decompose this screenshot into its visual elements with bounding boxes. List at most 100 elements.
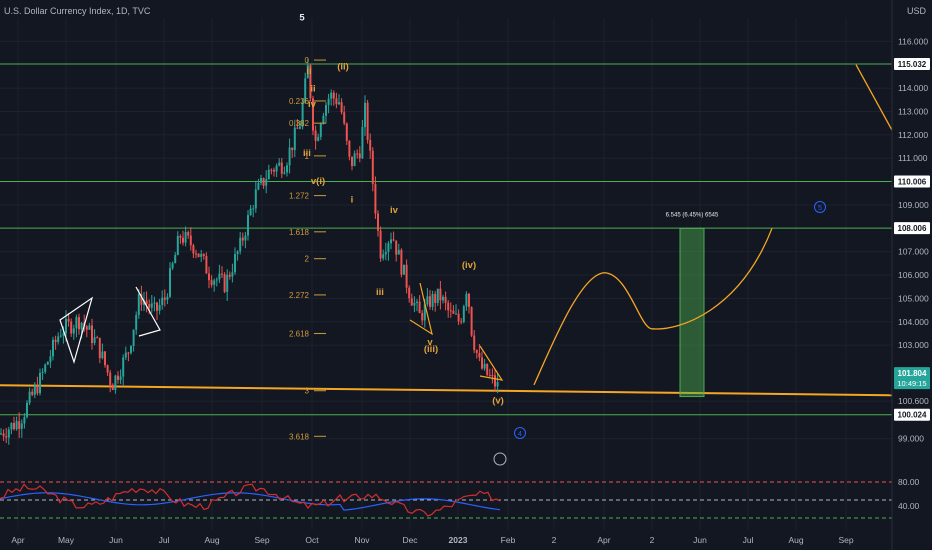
candle-body [475,350,478,353]
y-tick-2: 113.000 [898,106,928,116]
current-price-bg [894,367,930,390]
price-badge-2: 108.006 [898,224,927,233]
price-badge-bg-0 [894,57,930,70]
currency-label: USD [906,6,926,16]
candle-body [158,304,161,311]
candle-body [15,421,18,430]
x-tick-17: Sep [838,535,853,545]
candle-body [109,372,112,385]
candle-body [293,127,296,151]
fib-label-6: 2 [305,255,310,264]
wave-label-9: iii [376,287,384,298]
wave-marker-label-0: 4 [518,431,522,438]
candle-body [486,363,489,375]
wave-label-13: (v) [492,396,504,407]
candle-body [111,384,114,391]
current-price-time: 10:49:15 [897,379,926,388]
candle-body [80,322,83,330]
candle-body [241,237,244,241]
price-badge-bg-1 [894,175,930,188]
projection-path [533,64,893,386]
fib-label-9: 3 [305,387,310,396]
wave-label-0: 5 [299,12,305,23]
candle-body [75,317,78,329]
candle-body [96,337,99,339]
candle-body [356,153,359,155]
price-badge-bg-3 [894,408,930,421]
candle-body [431,293,434,307]
candle-body [127,352,130,354]
candle-body [426,296,429,305]
candle-body [283,172,286,174]
x-tick-1: May [58,535,75,545]
candle-body [163,297,166,300]
candle-body [265,179,268,186]
candle-body [39,373,41,394]
candle-body [353,153,356,166]
candle-body [0,433,2,435]
candle-body [478,352,481,358]
y-tick-7: 106.000 [898,270,929,280]
candle-body [140,294,143,305]
candle-body [429,296,431,307]
candle-body [481,357,483,369]
candle-body [483,363,486,369]
candle-body [85,326,88,330]
x-tick-7: Nov [354,535,370,545]
y-tick-3: 112.000 [898,130,928,140]
candle-body [226,274,229,292]
candle-body [161,297,164,305]
candle-body [228,274,231,277]
y-tick-11: 100.600 [898,396,929,406]
candle-body [455,313,457,315]
candle-body [470,307,473,336]
candle-body [449,310,452,312]
candle-body [98,337,101,359]
candle-body [23,417,26,424]
candle-body [67,318,70,322]
candle-body [400,249,403,275]
y-tick-12: 99.000 [898,434,924,444]
fib-label-2: 0.382 [289,119,310,128]
candle-body [218,273,221,280]
candle-body [223,274,226,292]
x-tick-10: Feb [501,535,516,545]
candle-body [280,162,283,174]
candle-body [351,156,353,166]
candle-body [413,302,416,306]
candle-body [382,254,385,259]
candle-body [5,436,8,438]
candle-body [374,183,377,214]
x-tick-4: Aug [204,535,219,545]
candle-body [322,115,325,124]
candle-body [234,254,236,273]
wave-label-7: i [351,195,354,206]
orange-trendline [0,384,893,397]
wave-label-1: (ii) [337,61,349,72]
candle-body [117,375,119,380]
candle-body [369,139,372,151]
wave-label-4: iv [308,99,317,110]
candle-body [452,310,455,314]
candle-body [434,293,437,304]
y-tick-6: 107.000 [898,247,929,257]
candle-body [260,178,262,183]
candle-body [291,147,294,151]
candle-body [148,304,151,308]
y-tick-0: 116.000 [898,36,928,46]
candle-body [410,298,413,306]
candle-body [174,254,177,264]
candle-body [122,357,125,377]
candle-body [273,169,275,172]
y-tick-1: 114.000 [898,83,928,93]
pattern-drawing-2 [409,282,433,336]
candle-body [153,302,156,304]
wave-label-6: v(i) [311,176,325,187]
price-badge-1: 110.006 [898,177,927,186]
candle-body [239,237,242,252]
candle-body [143,300,145,305]
fib-label-3: 1 [305,152,310,161]
candle-body [202,254,205,256]
position-box: 6.545 (6.45%) 6545 [666,212,719,398]
